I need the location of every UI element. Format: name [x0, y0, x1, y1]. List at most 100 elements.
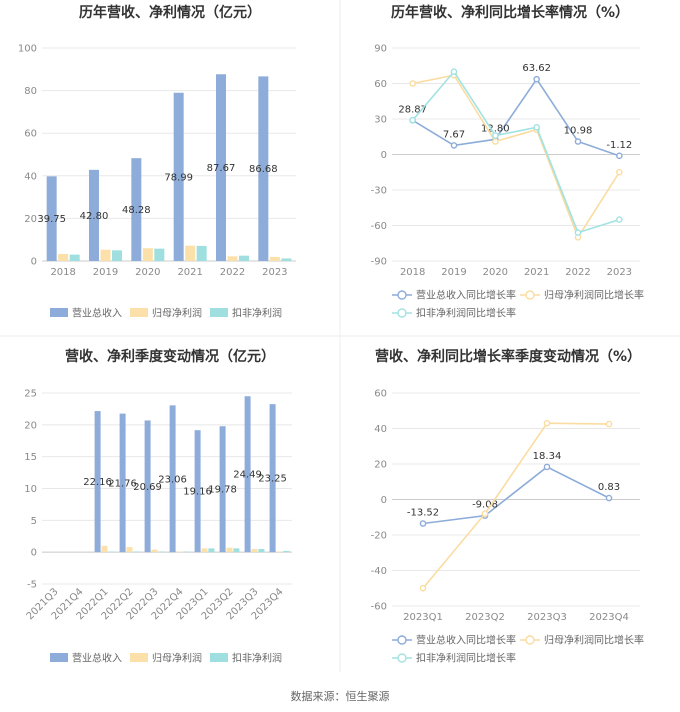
x-tick-label: 2021 — [177, 267, 202, 278]
y-tick-label: 100 — [18, 44, 37, 55]
bar-parent-profit — [226, 547, 233, 553]
legend-label: 归母净利润同比增长率 — [544, 634, 644, 647]
series-line-0 — [422, 466, 610, 525]
series-line-1 — [412, 74, 621, 240]
y-tick-label: 0 — [381, 150, 387, 161]
bar-revenue — [258, 76, 269, 261]
bar-parent-profit — [201, 548, 208, 553]
y-tick-label: 10 — [24, 484, 37, 495]
data-point — [616, 216, 623, 223]
y-tick-label: -5 — [27, 580, 37, 591]
legend-swatch — [210, 653, 228, 662]
bar-deducted-profit — [154, 248, 165, 261]
data-source-note: 数据来源：恒生聚源 — [290, 690, 390, 703]
chart-title: 历年营收、净利情况（亿元） — [79, 4, 261, 21]
legend-marker — [397, 308, 407, 318]
bar-deducted-profit — [69, 254, 80, 261]
series-line-1 — [422, 422, 610, 589]
data-point — [574, 138, 582, 145]
bar-parent-profit — [251, 548, 258, 553]
legend-label: 归母净利润同比增长率 — [544, 289, 644, 302]
y-axis: 90 60 30 0 -30 -60 -90 — [371, 44, 640, 268]
data-point — [409, 116, 416, 124]
bar-revenue — [46, 176, 57, 261]
data-label: 22.16 — [83, 477, 112, 488]
bar-parent-profit — [58, 253, 69, 261]
legend-marker — [525, 635, 535, 645]
x-tick-label: 2023 — [262, 267, 287, 278]
data-point — [533, 75, 540, 83]
data-label: 48.28 — [122, 205, 151, 216]
y-tick-label: 5 — [31, 516, 37, 527]
y-tick-label: 80 — [24, 86, 37, 97]
legend-swatch — [130, 653, 148, 662]
legend-swatch — [210, 308, 228, 317]
data-label: 87.67 — [207, 163, 236, 174]
data-label: 7.67 — [443, 129, 465, 140]
legend-label: 营业总收入同比增长率 — [416, 634, 516, 647]
y-tick-label: -40 — [371, 566, 387, 577]
legend-marker — [397, 290, 407, 300]
y-tick-label: -60 — [371, 221, 387, 232]
data-label: 20.69 — [133, 482, 162, 493]
data-point — [409, 80, 416, 87]
data-point — [419, 584, 427, 592]
legend-swatch — [50, 653, 68, 662]
y-tick-label: 20 — [24, 420, 37, 431]
data-label: 0.83 — [598, 482, 620, 493]
data-point — [605, 420, 613, 428]
bar-revenue — [89, 169, 99, 261]
legend-label: 营业总收入 — [72, 307, 122, 320]
x-tick-label: 2019 — [93, 267, 118, 278]
data-point — [492, 138, 499, 145]
x-tick-label: 2023Q4 — [589, 612, 629, 623]
data-point — [543, 419, 551, 427]
data-label: 78.99 — [164, 172, 193, 183]
bar-parent-profit — [269, 256, 280, 261]
bar-parent-profit — [142, 248, 153, 261]
y-tick-label: -90 — [371, 257, 387, 268]
data-point — [616, 152, 623, 160]
bar-revenue — [216, 74, 226, 261]
y-tick-label: 60 — [24, 129, 37, 140]
x-axis: 2021Q32021Q42022Q12022Q22022Q32022Q42023… — [25, 586, 286, 622]
annual-growth-rate-chart: 历年营收、净利同比增长率情况（%） 90 60 30 0 -30 -60 -90 28.87… — [371, 4, 644, 320]
data-label: 19.16 — [183, 487, 212, 498]
data-label: 18.34 — [533, 451, 562, 462]
legend-swatch — [130, 308, 148, 317]
bar-deducted-profit — [133, 551, 140, 553]
x-tick-label: 2023Q1 — [403, 612, 443, 623]
legend-label: 营业总收入 — [72, 652, 122, 665]
y-axis: 60 40 20 0 -20 -40 -60 — [371, 389, 640, 613]
bar-revenue — [173, 92, 184, 261]
x-tick-label: 2022 — [565, 267, 590, 278]
bar-parent-profit — [126, 547, 133, 553]
bar-deducted-profit — [283, 550, 290, 553]
data-label: 23.06 — [158, 474, 187, 485]
y-axis: 0 20 40 60 80 100 — [18, 44, 296, 268]
chart-title: 历年营收、净利同比增长率情况（%） — [391, 4, 629, 21]
x-tick-label: 2023Q2 — [465, 612, 505, 623]
legend-label: 扣非净利润同比增长率 — [416, 307, 516, 320]
legend-label: 归母净利润 — [152, 652, 202, 665]
bar-revenue — [219, 426, 226, 553]
y-tick-label: 20 — [374, 460, 387, 471]
data-label: 10.98 — [564, 126, 593, 137]
x-axis: 2018 2019 2020 2021 2022 2023 — [50, 267, 287, 278]
bar-parent-profit — [276, 551, 283, 553]
plot-area: 28.87 7.67 12.80 63.62 10.98 -1.12 — [398, 63, 632, 241]
bar-deducted-profit — [233, 548, 240, 553]
legend-label: 扣非净利润同比增长率 — [416, 652, 516, 665]
x-tick-label: 2020 — [483, 267, 508, 278]
plot-area: -13.52 -9.08 18.34 0.83 — [407, 419, 620, 592]
data-label: 24.49 — [233, 470, 262, 481]
y-tick-label: 20 — [24, 214, 37, 225]
bar-revenue — [119, 413, 126, 553]
bar-revenue — [244, 396, 251, 553]
bar-revenue — [144, 420, 151, 553]
legend-marker — [397, 653, 407, 663]
bar-parent-profit — [151, 549, 158, 553]
